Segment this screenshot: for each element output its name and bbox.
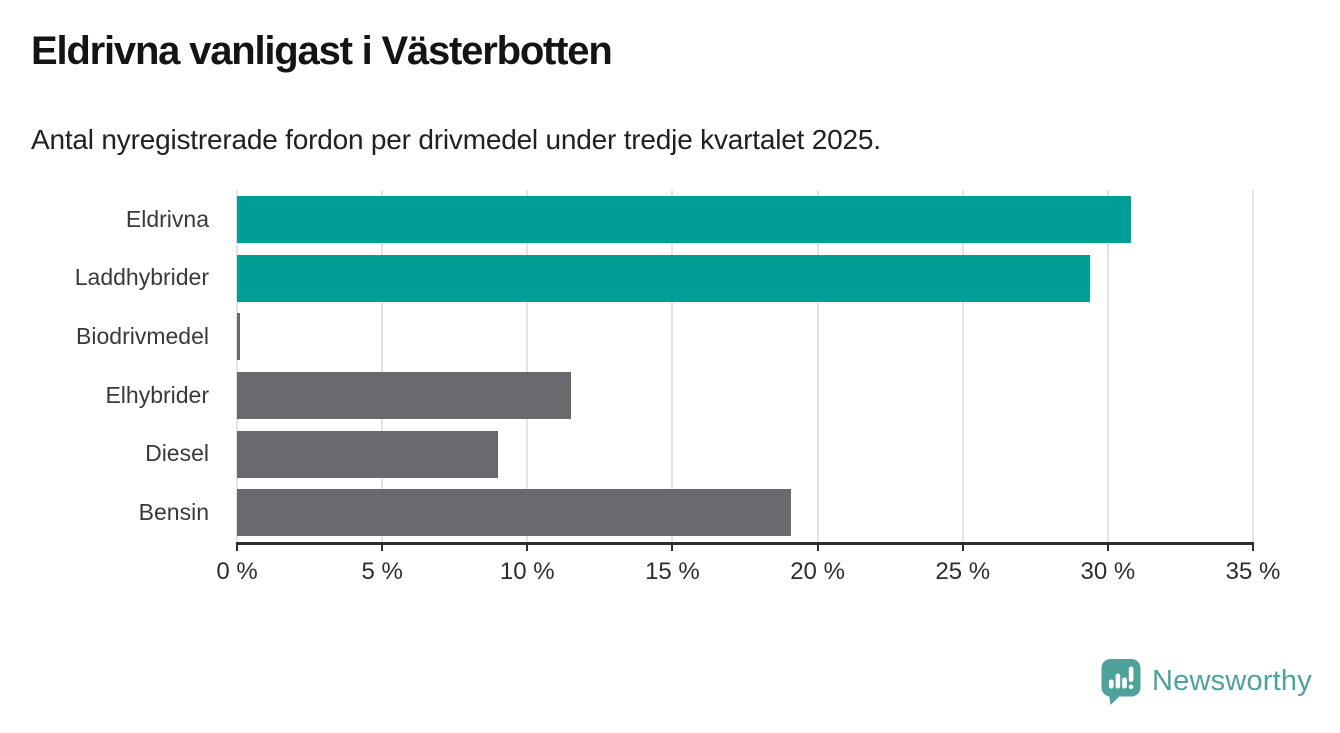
chart-subtitle: Antal nyregistrerade fordon per drivmede…: [31, 124, 881, 155]
x-tick-label: 35 %: [1225, 558, 1281, 585]
newsworthy-logo-icon: [1101, 658, 1141, 705]
x-tick-label: 5 %: [361, 558, 403, 585]
x-tick-label: 25 %: [935, 558, 991, 585]
bar-diesel: [237, 430, 499, 478]
x-tick-label: 10 %: [499, 558, 555, 585]
chart-title: Eldrivna vanligast i Västerbotten: [31, 29, 613, 73]
x-axis-tick: [816, 542, 819, 551]
x-axis-line: [237, 542, 1253, 545]
category-label-column: Eldrivna Laddhybrider Biodrivmedel Elhybrid…: [0, 190, 223, 542]
x-axis-tick: [1106, 542, 1109, 551]
x-tick-label: 0 %: [216, 558, 258, 585]
category-label: Diesel: [145, 440, 209, 467]
bar-elhybrider: [237, 371, 571, 419]
category-label: Elhybrider: [105, 381, 209, 408]
brand-name: Newsworthy: [1152, 664, 1312, 697]
x-axis-tick: [381, 542, 384, 551]
gridline: [1252, 190, 1254, 542]
x-axis-tick: [961, 542, 964, 551]
x-axis-tick: [671, 542, 674, 551]
gridline: [816, 190, 819, 542]
gridline: [526, 190, 529, 542]
x-axis-tick: [236, 542, 238, 551]
bar-eldrivna: [237, 195, 1132, 243]
category-label: Eldrivna: [125, 205, 209, 232]
gridline: [1106, 190, 1109, 542]
bar-biodrivmedel: [237, 313, 240, 361]
plot-area: [236, 190, 1254, 542]
brand-footer: Newsworthy: [1100, 657, 1312, 705]
gridline: [236, 190, 238, 542]
category-label: Biodrivmedel: [76, 323, 209, 350]
x-tick-label: 30 %: [1080, 558, 1136, 585]
bar-bensin: [237, 489, 792, 537]
x-tick-label: 15 %: [645, 558, 700, 585]
gridline: [961, 190, 964, 542]
category-label: Laddhybrider: [74, 264, 209, 291]
x-axis-tick: [1252, 542, 1254, 551]
x-tick-label: 20 %: [790, 558, 845, 585]
gridline: [671, 190, 674, 542]
x-axis-tick: [526, 542, 529, 551]
bar-laddhybrider: [237, 254, 1091, 302]
category-label: Bensin: [138, 499, 209, 526]
gridline: [381, 190, 384, 542]
